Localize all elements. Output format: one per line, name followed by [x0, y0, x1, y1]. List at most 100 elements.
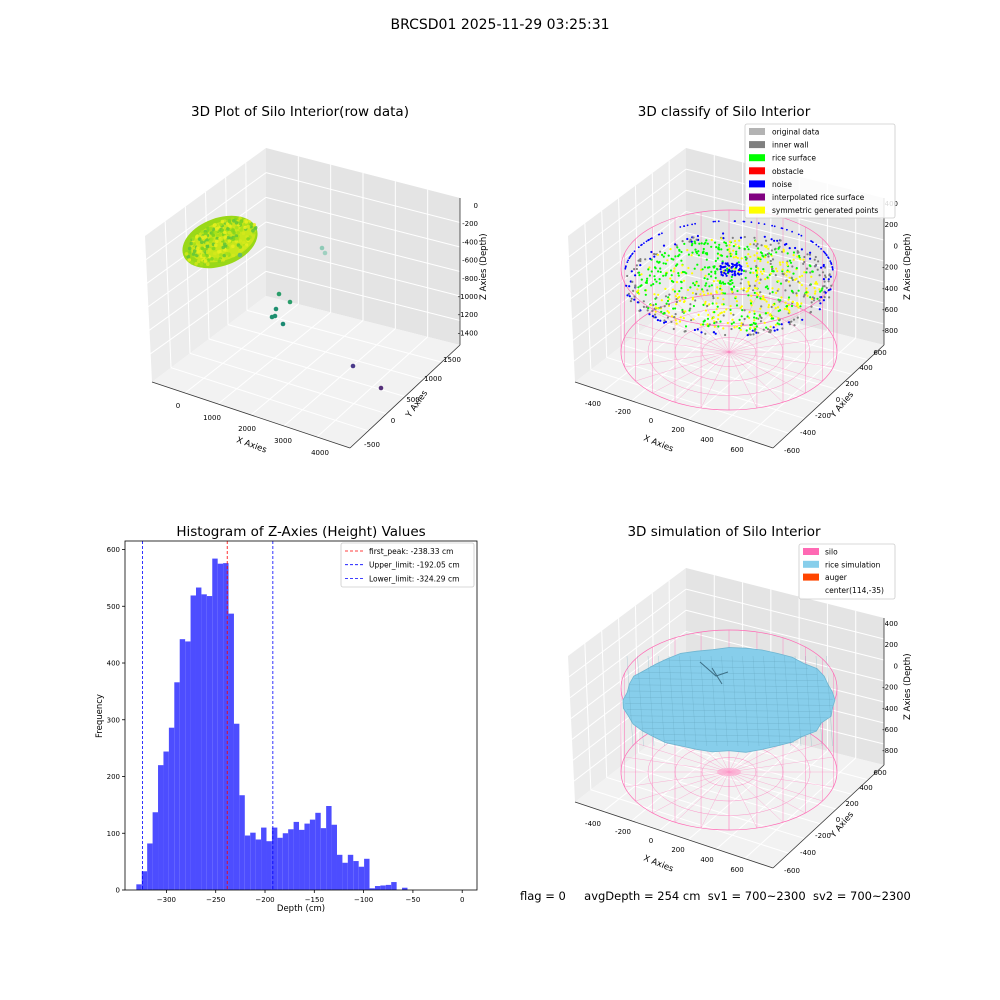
- panel1-scatter-points: [182, 215, 384, 391]
- classified-point: [813, 265, 817, 268]
- legend-label: center(114,-35): [825, 586, 884, 595]
- noise-point: [637, 246, 640, 249]
- classified-point: [750, 304, 753, 307]
- classified-point: [645, 279, 649, 282]
- noise-point: [717, 220, 720, 223]
- histogram-bar: [136, 884, 142, 890]
- silo-floor-spoke: [674, 351, 730, 403]
- histogram-bar: [380, 885, 386, 890]
- classified-point: [671, 288, 675, 291]
- scatter-point: [196, 246, 200, 251]
- classified-point: [754, 269, 758, 272]
- classified-point: [822, 278, 826, 281]
- classified-point: [659, 306, 662, 309]
- classified-point: [808, 284, 812, 287]
- classified-point: [755, 292, 759, 295]
- classified-point: [746, 334, 749, 337]
- legend-label: auger: [825, 573, 848, 582]
- classified-point: [728, 244, 731, 247]
- classified-point: [658, 282, 661, 285]
- classified-point: [763, 298, 766, 301]
- classified-point: [704, 309, 708, 312]
- classified-point: [764, 239, 768, 242]
- histogram-bar: [185, 641, 191, 890]
- classified-point: [734, 295, 737, 298]
- classified-point: [690, 254, 693, 257]
- scatter-point: [192, 242, 197, 246]
- scatter-point: [205, 244, 210, 249]
- panel1-axes-box: [144, 148, 461, 449]
- scatter-point: [378, 385, 384, 391]
- classified-point: [791, 265, 794, 268]
- noise-point: [679, 226, 682, 228]
- classified-point: [811, 297, 814, 301]
- classified-point: [704, 300, 707, 303]
- silo-floor-spoke: [728, 351, 834, 368]
- noise-point: [730, 270, 734, 273]
- grid-line: [687, 743, 800, 841]
- avg-depth-value: avgDepth = 254 cm: [584, 889, 701, 903]
- scatter-point: [221, 258, 226, 262]
- classified-point: [731, 236, 734, 239]
- classified-point: [695, 292, 698, 295]
- legend-swatch: [803, 573, 819, 581]
- legend-label: original data: [772, 128, 819, 137]
- scatter-point: [200, 240, 204, 244]
- histogram-bar: [369, 888, 375, 890]
- surface-mesh-line: [784, 655, 791, 747]
- noise-point: [647, 239, 650, 242]
- classified-point: [777, 246, 781, 249]
- noise-point: [825, 254, 828, 256]
- noise-point: [733, 270, 737, 273]
- classified-point: [626, 274, 629, 278]
- surface-mesh-line: [763, 655, 770, 747]
- panel1-title: 3D Plot of Silo Interior(row data): [191, 104, 409, 120]
- classified-point: [724, 282, 727, 285]
- classified-point: [740, 324, 743, 327]
- classified-point: [763, 235, 766, 238]
- scatter-point: [187, 246, 192, 251]
- classified-point: [764, 254, 767, 257]
- classified-point: [678, 290, 681, 293]
- classified-point: [683, 330, 686, 333]
- classified-point: [744, 276, 747, 279]
- z-tick-label: -400: [462, 238, 478, 246]
- classified-point: [629, 300, 633, 303]
- classified-point: [761, 272, 764, 275]
- classified-point: [802, 262, 805, 265]
- classified-point: [780, 323, 783, 326]
- classified-point: [691, 272, 694, 275]
- classified-point: [774, 307, 777, 310]
- classified-point: [781, 268, 784, 271]
- silo-floor-spoke: [635, 351, 730, 382]
- noise-point: [734, 274, 737, 277]
- classified-point: [695, 282, 698, 285]
- classified-point: [756, 296, 759, 299]
- grid-line: [631, 309, 743, 402]
- classified-point: [753, 310, 756, 313]
- classified-point: [777, 317, 780, 320]
- classified-point: [771, 291, 774, 294]
- classified-point: [706, 304, 709, 308]
- classified-point: [720, 248, 723, 251]
- classified-point: [790, 276, 793, 279]
- histogram-y-ticks: 0 100 200 300 400 500 600: [107, 546, 125, 895]
- classified-point: [812, 299, 816, 302]
- classified-point: [779, 239, 782, 242]
- classified-point: [728, 247, 731, 250]
- classified-point: [715, 291, 719, 294]
- classified-point: [698, 242, 701, 245]
- classified-point: [773, 329, 776, 332]
- noise-point: [661, 232, 663, 235]
- classified-point: [637, 259, 640, 262]
- noise-point: [724, 265, 727, 268]
- classified-point: [791, 278, 794, 282]
- classified-point: [630, 297, 633, 300]
- classified-point: [635, 267, 639, 271]
- classified-point: [810, 275, 813, 278]
- classified-point: [788, 247, 791, 250]
- classified-point: [681, 270, 685, 274]
- scatter-point: [227, 219, 232, 224]
- histogram-bar: [250, 832, 256, 890]
- classified-point: [716, 305, 719, 308]
